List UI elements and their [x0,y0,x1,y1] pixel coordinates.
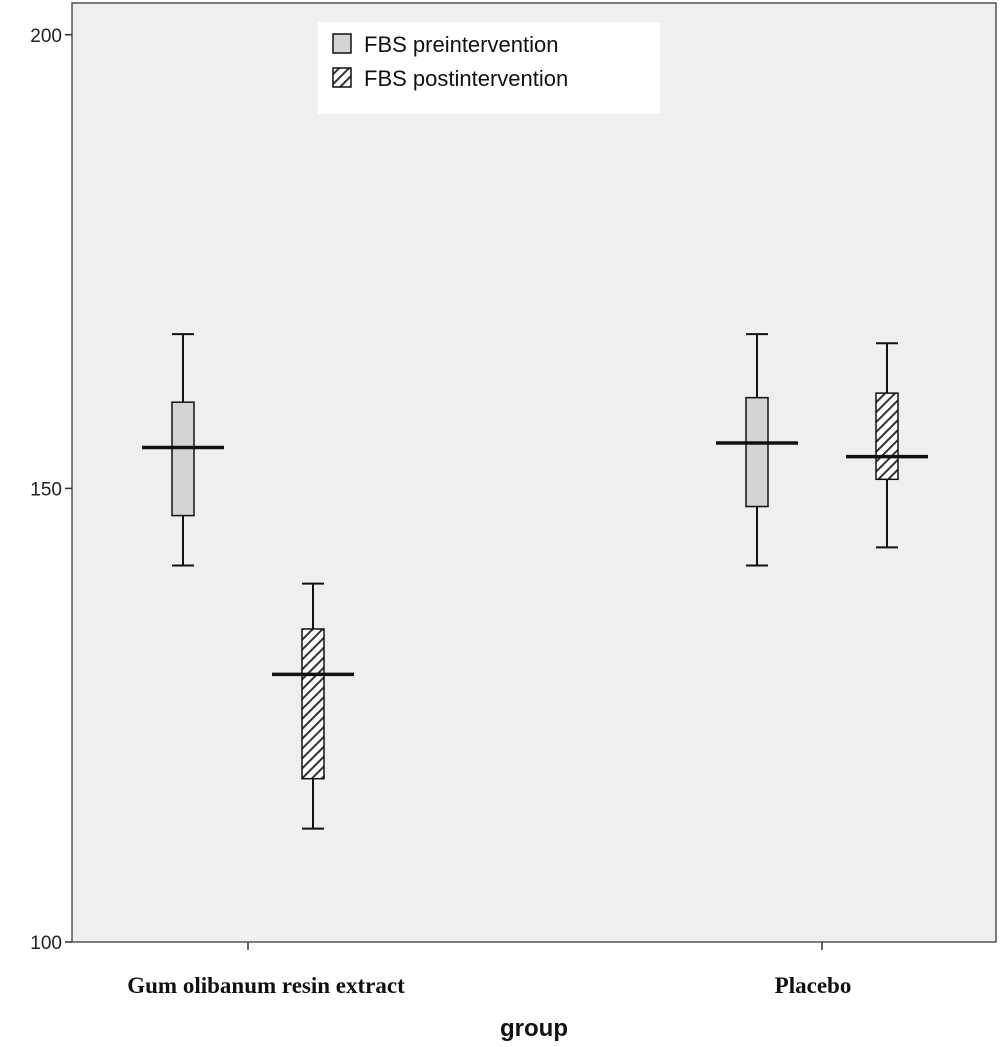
legend-label-pre: FBS preintervention [364,32,558,57]
legend-box [318,22,660,114]
legend-swatch-pre [332,33,352,54]
box-iqr [301,628,325,780]
legend-label-post: FBS postintervention [364,66,568,91]
box-plots [142,333,928,830]
x-tick-label-0: Gum olibanum resin extract [127,973,405,998]
box-iqr [745,396,769,508]
box-pre-0 [142,333,224,567]
x-axis-title: group [500,1015,568,1042]
legend-swatch-post [332,67,352,88]
box-post-0 [272,582,354,830]
x-tick-label-1: Placebo [775,973,852,998]
y-tick-label-0: 100 [30,933,62,954]
y-axis: 100 150 200 [30,26,72,954]
y-tick-label-1: 150 [30,479,62,500]
box-iqr [875,392,899,481]
y-tick-label-2: 200 [30,26,62,47]
legend: FBS preintervention FBS postintervention [318,22,660,114]
plot-area [71,2,997,943]
box-pre-1 [716,333,798,567]
box-iqr [171,401,195,517]
x-axis: Gum olibanum resin extract Placebo [127,942,851,998]
box-post-1 [846,342,928,549]
